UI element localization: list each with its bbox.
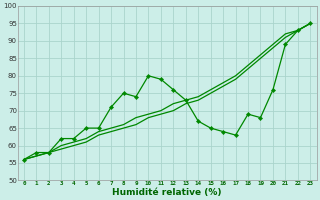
X-axis label: Humidité relative (%): Humidité relative (%) [112, 188, 222, 197]
